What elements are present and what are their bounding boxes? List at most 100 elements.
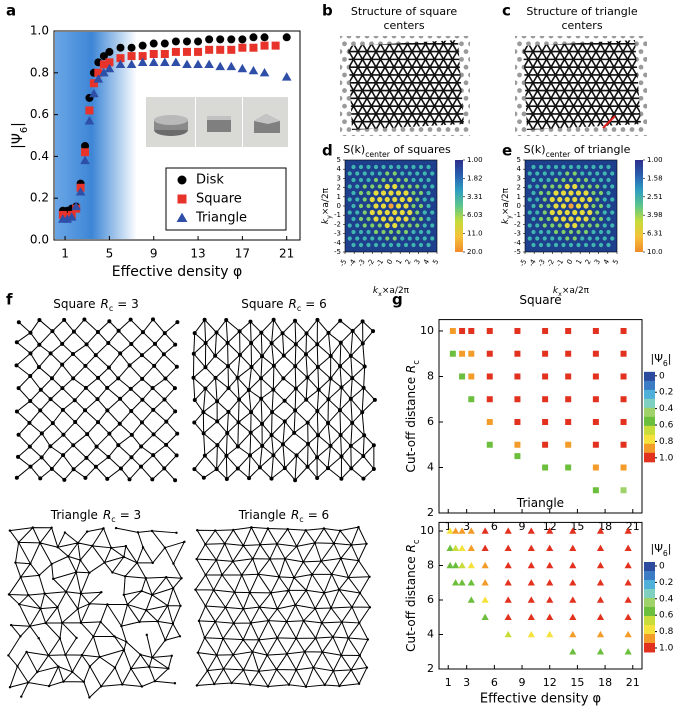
network-node [52,577,55,581]
map-spot [373,203,379,209]
map-spot [407,171,412,176]
map-spot [403,177,409,183]
network-node [127,363,132,368]
particle [342,119,347,125]
map-spot [572,236,577,241]
network-node [163,376,168,381]
particle [643,134,647,136]
network-node [195,684,199,687]
map-spot [430,210,435,215]
map-spot [426,177,431,183]
map-spot [546,216,551,222]
map-spot [422,236,427,241]
map-spot [553,203,559,209]
map-spot [583,229,589,235]
map-spot [580,236,585,241]
map-spot [399,209,405,216]
particle [515,80,518,86]
panel-title: Structure of triangle [526,5,637,18]
map-spot [388,177,394,183]
map-spot [527,184,532,189]
network-node [151,453,156,458]
network-node [83,408,88,413]
network-node [31,526,35,529]
network-node [339,557,343,560]
network-node [9,623,13,627]
point [504,630,512,638]
y-tick-label: 4 [427,460,434,473]
network-node [338,318,343,323]
map-spot [426,190,431,196]
network-node [365,542,368,545]
label-part: k [321,218,331,224]
point [458,527,466,534]
network-node [259,376,264,381]
map-spot [403,216,409,222]
particle [477,41,482,46]
network-node [303,352,308,357]
point [182,59,192,69]
network-node [232,622,235,625]
network-node [19,635,22,638]
network-node [37,342,42,347]
particle [629,36,635,39]
x-tick-label: 0 [565,258,574,266]
map-spot [362,236,367,241]
particle [378,26,383,31]
particle [441,134,446,136]
network-node [124,544,128,548]
label-part: = 6 [308,508,330,522]
y-tick-label: -2 [334,220,341,228]
particle [477,26,482,31]
map-spot [557,196,563,203]
point [569,561,577,569]
network-node [121,683,124,686]
y-tick-label: 5 [337,156,341,164]
network-node [165,576,168,579]
point [204,59,214,69]
point [596,579,605,586]
network-node [107,319,112,324]
map-spot [542,210,547,215]
map-spot [362,223,367,228]
particle [329,80,334,85]
map-spot [531,164,536,170]
particle [468,72,470,78]
point [160,49,169,58]
network-node [371,443,376,448]
x-tick-label: 1 [575,258,584,266]
particle [620,36,626,39]
point [458,561,466,569]
network-node [195,557,198,561]
map-spot [396,177,401,183]
network-node [28,464,33,469]
particle [445,36,451,39]
map-spot [415,184,420,189]
network-node [251,650,254,653]
point [216,45,225,54]
network-node [275,542,279,546]
map-spot [546,164,551,170]
map-spot [527,223,532,228]
network-node [95,397,100,402]
map-spot [598,177,604,183]
map-spot [422,197,427,202]
network-node [36,365,41,370]
network-node [232,528,235,532]
particle [584,36,590,39]
network-node [60,621,64,625]
particle [517,103,522,109]
network-node [372,397,377,402]
point [452,579,460,586]
network-node [350,420,355,425]
map-spot [411,216,416,222]
network-node [84,342,89,347]
network-node [348,353,353,358]
point [94,68,103,77]
network-title: Square Rc = 6 [241,297,327,314]
map-spot [384,196,390,203]
point [504,596,512,603]
particle [477,57,482,62]
particle [418,127,424,132]
